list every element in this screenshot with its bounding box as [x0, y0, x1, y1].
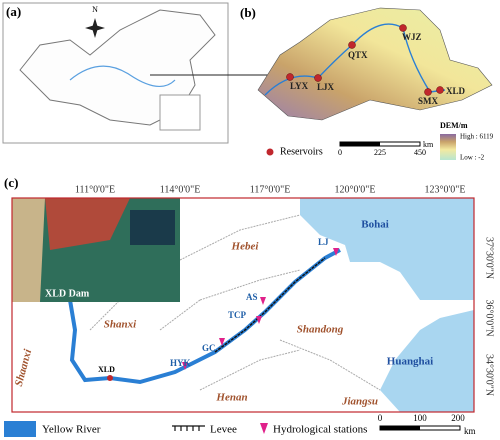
station-label: GC: [202, 343, 216, 353]
lon-tick: 123°0'0"E: [425, 184, 466, 195]
reservoir: [436, 86, 444, 94]
riverbed: [45, 198, 130, 250]
dem-ramp: [440, 134, 456, 160]
lon-tick: 120°0'0"E: [335, 184, 376, 195]
inset: [159, 94, 201, 131]
panel-a: (a) N: [2, 2, 229, 144]
scale-label: 200: [451, 413, 465, 423]
sea-label: Huanghai: [387, 356, 433, 368]
compass: [85, 18, 105, 38]
station-label: HYK: [170, 358, 191, 368]
boundaries: [89, 214, 381, 391]
panel-label: (a): [6, 4, 21, 19]
bohai-sea: [300, 198, 474, 300]
reservoir: [314, 74, 322, 82]
sand: [12, 198, 45, 302]
lon-tick: 117°0'0"E: [250, 184, 291, 195]
legend-label: Levee: [210, 424, 237, 436]
site: LYX: [290, 81, 309, 91]
station-key: [260, 423, 268, 434]
panel-c: (c) 111°0'0"E 114°0'0"E 117°0'0"E 120°0'…: [4, 175, 495, 413]
site: QTX: [348, 50, 368, 60]
dem-title: DEM/m: [440, 121, 468, 130]
dem-high: High : 6119: [460, 133, 494, 141]
sea-label: Bohai: [361, 219, 389, 231]
legend-label: Yellow River: [42, 424, 101, 436]
scale-bar: [380, 426, 420, 430]
scale-label: 450: [414, 148, 426, 157]
lon-tick: 114°0'0"E: [160, 184, 201, 195]
huanghai-sea: [380, 310, 474, 412]
station: [256, 316, 262, 324]
reservoir: [286, 73, 294, 81]
scale-bar: [340, 142, 380, 146]
panel-b: (b) WJZ QTX LYX LJX XLD SMX DEM/m High :…: [240, 5, 494, 162]
region: Henan: [215, 392, 247, 404]
region: Shanxi: [104, 319, 137, 331]
dem-low: Low : -2: [460, 154, 485, 162]
site: WJZ: [402, 32, 422, 42]
reservoir: [348, 41, 356, 49]
scale-label: 0: [338, 148, 342, 157]
site: XLD: [446, 86, 466, 96]
reservoir: [424, 88, 432, 96]
lon-tick: 111°0'0"E: [75, 184, 115, 195]
dam: [107, 375, 113, 381]
inset-label: XLD Dam: [45, 288, 90, 299]
station: [219, 338, 225, 346]
lat-tick: 37°30'0"N: [484, 237, 495, 279]
levee-key: [172, 425, 205, 431]
reservoir: [130, 210, 175, 245]
river: [69, 65, 176, 87]
station: [333, 248, 339, 256]
legend-label: Hydrological stations: [273, 424, 367, 436]
river-key: [4, 421, 36, 437]
lat-tick: 34°30'0"N: [484, 354, 495, 396]
region: Jiangsu: [341, 396, 378, 408]
station-label: TCP: [228, 310, 247, 320]
panel-label: (b): [240, 5, 256, 20]
station: [260, 297, 266, 305]
reservoir: [399, 24, 407, 32]
reservoirs-label: Reservoirs: [280, 146, 323, 157]
station-label: XLD: [98, 365, 115, 374]
frame: [11, 197, 475, 413]
lat-tick: 36°0'0"N: [484, 299, 495, 336]
north: N: [92, 5, 98, 14]
legend: Yellow River Levee Hydrological stations…: [4, 413, 476, 437]
basin: [257, 7, 493, 121]
scale-label: 225: [374, 148, 386, 157]
scale-label: 100: [413, 413, 427, 423]
scale-unit: km: [423, 140, 434, 149]
reservoir-key: [266, 148, 274, 156]
panel-label: (c): [4, 175, 18, 190]
region: Hebei: [231, 241, 260, 253]
site: LJX: [317, 82, 335, 92]
station-label: AS: [246, 292, 258, 302]
site: SMX: [418, 96, 439, 106]
scale-label: 0: [378, 413, 383, 423]
region: Shandong: [297, 324, 344, 336]
levee: [214, 257, 326, 353]
station: [182, 362, 188, 370]
scale-unit: km: [464, 426, 476, 436]
station-label: LJ: [318, 237, 329, 247]
